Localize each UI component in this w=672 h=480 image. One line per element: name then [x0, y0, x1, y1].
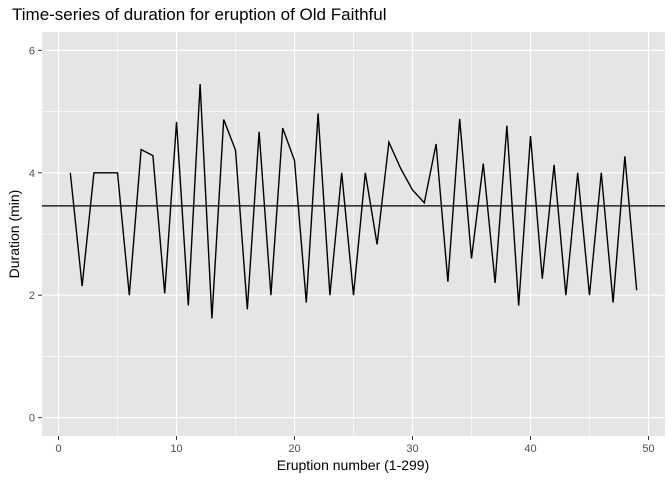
- chart-title: Time-series of duration for eruption of …: [12, 5, 386, 24]
- y-tick-label: 6: [29, 45, 35, 57]
- y-tick-label: 4: [29, 168, 35, 180]
- y-tick-label: 2: [29, 290, 35, 302]
- minor-gridlines: [42, 32, 665, 436]
- y-axis-title: Duration (min): [6, 190, 22, 279]
- y-tick-label: 0: [29, 413, 35, 425]
- y-axis-ticks: 0 2 4 6: [29, 45, 42, 425]
- x-tick-label: 50: [642, 443, 654, 455]
- x-axis-title: Eruption number (1-299): [277, 457, 430, 473]
- x-tick-label: 40: [524, 443, 536, 455]
- x-tick-label: 20: [288, 443, 300, 455]
- x-tick-label: 0: [55, 443, 61, 455]
- x-axis-ticks: 0 10 20 30 40 50: [55, 436, 655, 455]
- x-tick-label: 30: [406, 443, 418, 455]
- major-gridlines: [42, 32, 665, 436]
- x-tick-label: 10: [170, 443, 182, 455]
- duration-line: [69, 83, 638, 319]
